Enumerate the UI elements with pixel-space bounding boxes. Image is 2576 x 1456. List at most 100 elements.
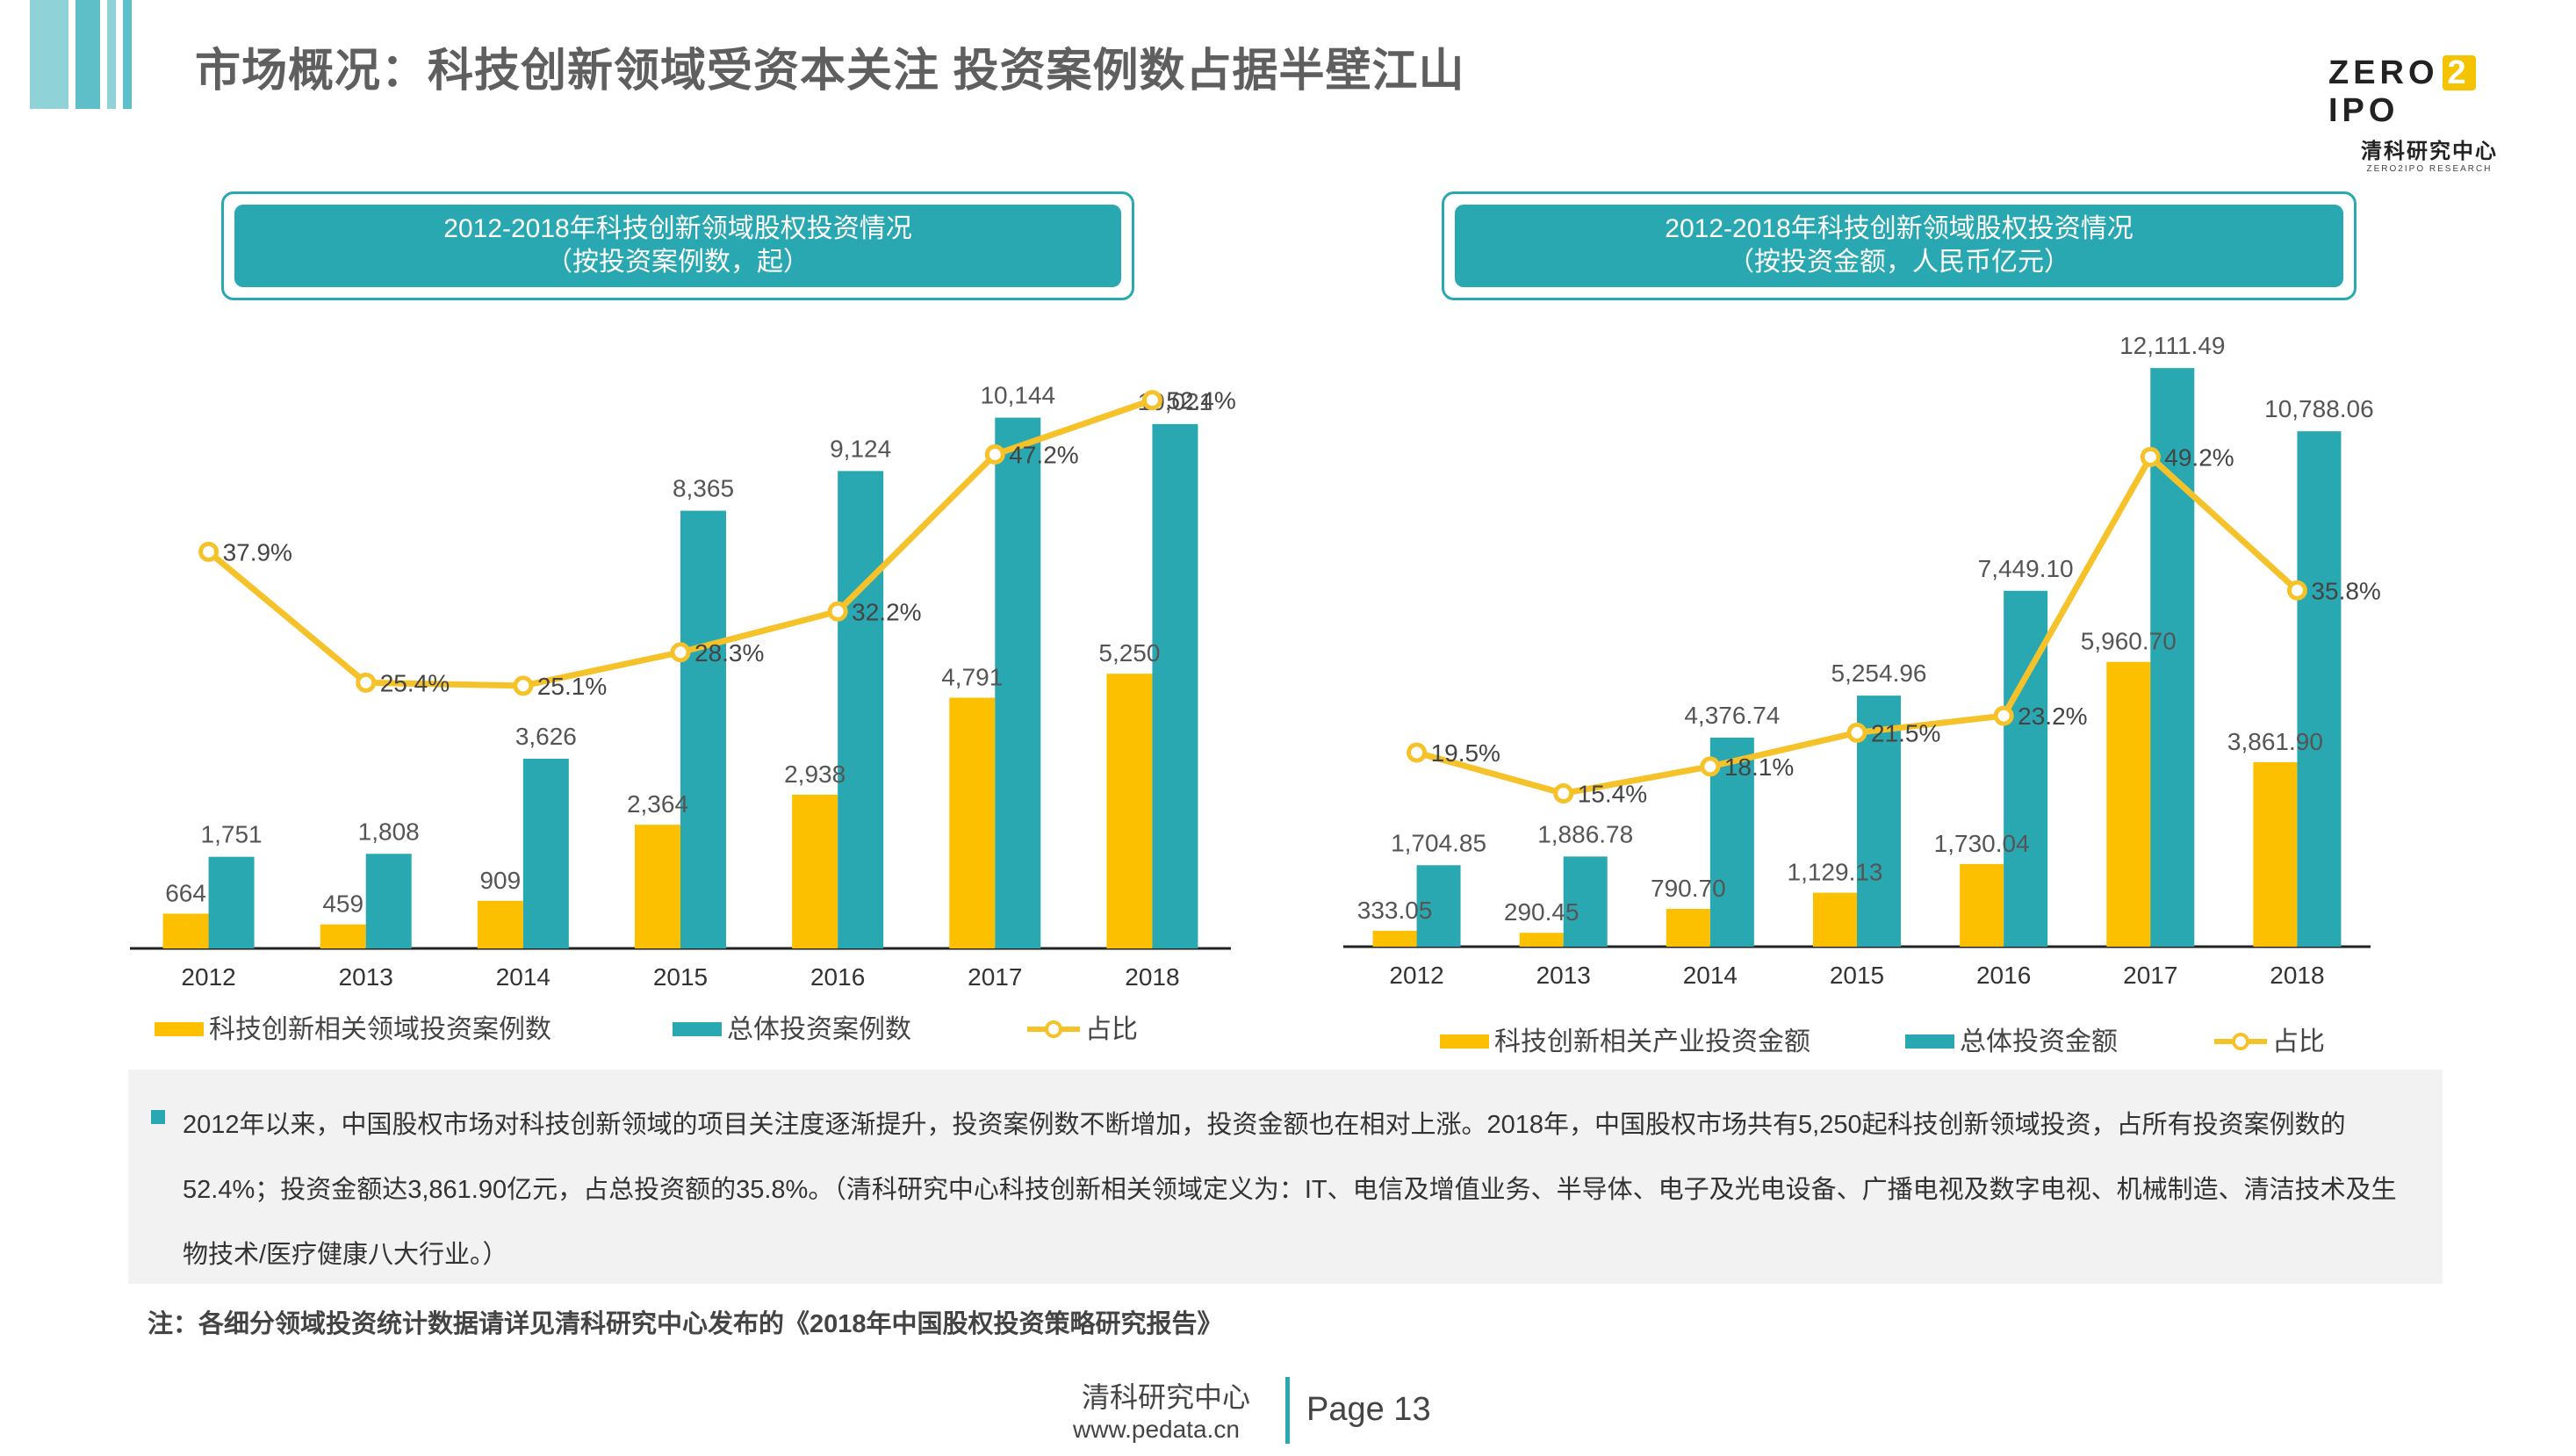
chart1-label-sub-2015: 2,364 [627, 790, 688, 818]
chart2-label-sub-2016: 1,730.04 [1934, 830, 2030, 857]
chart1-bar-sub-2017 [949, 697, 996, 948]
chart2-label-sub-2018: 3,861.90 [2227, 728, 2323, 755]
chart1-bar-total-2016 [838, 471, 884, 948]
chart1-bar-total-2017 [995, 417, 1041, 948]
chart2-tick-2018: 2018 [2270, 962, 2324, 989]
chart2-tick-2016: 2016 [1976, 962, 2031, 989]
chart2-label-total-2013: 1,886.78 [1537, 820, 1633, 847]
summary-note-text: 2012年以来，中国股权市场对科技创新领域的项目关注度逐渐提升，投资案例数不断增… [183, 1111, 2397, 1269]
chart2-label-sub-2017: 5,960.70 [2081, 628, 2177, 655]
chart1-bar-sub-2018 [1106, 674, 1153, 948]
chart1-tick-2017: 2017 [968, 963, 1022, 991]
chart2-legend-swatch-share-dot [2232, 1033, 2249, 1050]
chart1-label-total-2016: 9,124 [830, 435, 891, 462]
chart1-bar-sub-2016 [792, 794, 838, 948]
chart2-bar-sub-2013 [1519, 933, 1564, 947]
chart2-label-total-2016: 7,449.10 [1978, 555, 2074, 582]
chart2-label-total-2015: 5,254.96 [1831, 660, 1927, 687]
chart1-label-sub-2014: 909 [479, 867, 521, 894]
note-bullet-icon [151, 1110, 165, 1124]
page-number: Page 13 [1306, 1391, 1431, 1428]
chart2-bar-sub-2016 [1960, 863, 2004, 947]
chart1-header: 2012-2018年科技创新领域股权投资情况 （按投资案例数，起） [221, 191, 1134, 300]
chart2-share-point-2012 [1407, 742, 1428, 763]
chart1-share-label-2017: 47.2% [1009, 442, 1078, 469]
chart1-bar-total-2013 [365, 854, 412, 948]
chart2-share-point-2014 [1700, 756, 1721, 777]
chart1-bar-sub-2012 [162, 913, 209, 948]
chart1-tick-2012: 2012 [181, 963, 235, 991]
chart2-tick-2015: 2015 [1830, 962, 1884, 989]
chart1-label-total-2014: 3,626 [515, 723, 577, 750]
chart1-label-total-2012: 1,751 [201, 821, 263, 848]
chart1-tick-2013: 2013 [339, 963, 393, 991]
chart2-label-total-2017: 12,111.49 [2119, 332, 2225, 359]
chart2-bar-sub-2014 [1666, 908, 1710, 947]
chart1-bar-sub-2015 [635, 825, 680, 948]
chart1-label-sub-2012: 664 [165, 879, 206, 906]
zero2ipo-logo: ZERO 2IPO 清科研究中心 ZERO2IPO RESEARCH [2328, 54, 2530, 174]
chart2-legend-label-share: 占比 [2272, 1027, 2325, 1056]
chart2-bar-total-2012 [1416, 865, 1461, 947]
chart2-label-sub-2013: 290.45 [1504, 898, 1579, 926]
chart1-share-label-2013: 25.4% [380, 669, 450, 696]
chart1-label-sub-2018: 5,250 [1098, 639, 1160, 667]
chart2-label-total-2018: 10,788.06 [2264, 395, 2374, 422]
chart1-share-point-2012 [198, 541, 219, 562]
chart1-header-line1: 2012-2018年科技创新领域股权投资情况 [443, 214, 912, 243]
footer-org: 清科研究中心 [1082, 1381, 1251, 1413]
chart2-bar-total-2013 [1563, 856, 1608, 947]
chart1-header-line2: （按投资案例数，起） [546, 248, 809, 277]
chart1-bar-total-2012 [208, 856, 255, 948]
logo-chinese-name: 清科研究中心 [2361, 140, 2498, 163]
chart1-legend-label-share: 占比 [1085, 1015, 1138, 1044]
chart1-share-point-2014 [513, 675, 534, 696]
chart2-share-point-2018 [2286, 580, 2307, 601]
chart2-share-label-2012: 19.5% [1431, 739, 1500, 767]
footnote: 注：各细分领域投资统计数据请详见清科研究中心发布的《2018年中国股权投资策略研… [148, 1310, 1223, 1338]
chart1-label-total-2015: 8,365 [673, 475, 734, 502]
chart1-share-label-2014: 25.1% [537, 673, 607, 700]
chart2-bar-sub-2017 [2106, 661, 2151, 947]
chart1-share-point-2015 [670, 642, 691, 663]
footer-url: www.pedata.cn [1073, 1416, 1240, 1443]
chart2-legend-swatch-sub [1440, 1034, 1489, 1049]
chart2-bar-sub-2018 [2253, 761, 2298, 947]
chart1-bar-total-2014 [522, 758, 569, 948]
chart2-legend-label-sub: 科技创新相关产业投资金额 [1494, 1027, 1810, 1056]
chart1-share-label-2016: 32.2% [852, 598, 921, 625]
logo-wordmark: ZERO 2IPO [2328, 54, 2530, 130]
chart1-share-point-2013 [356, 672, 377, 693]
chart1-label-sub-2013: 459 [322, 890, 363, 918]
chart1-tick-2018: 2018 [1125, 963, 1179, 991]
chart2-header: 2012-2018年科技创新领域股权投资情况 （按投资金额，人民币亿元） [1442, 191, 2357, 300]
chart1-label-total-2013: 1,808 [358, 818, 420, 845]
chart2-legend-swatch-total [1905, 1034, 1954, 1049]
chart2-share-label-2015: 21.5% [1871, 719, 1940, 746]
chart2-bar-sub-2015 [1813, 892, 1857, 947]
chart1-legend-label-total: 总体投资案例数 [727, 1015, 911, 1044]
footer-divider [1285, 1377, 1290, 1444]
chart2-tick-2017: 2017 [2123, 962, 2177, 989]
chart1-share-label-2012: 37.9% [223, 538, 292, 566]
chart1-label-sub-2016: 2,938 [784, 760, 845, 788]
chart1-tick-2015: 2015 [653, 963, 708, 991]
chart1-bar-sub-2014 [477, 900, 523, 948]
chart2-bar-total-2018 [2297, 431, 2342, 948]
logo-english-name: ZERO2IPO RESEARCH [2366, 164, 2493, 174]
page-title: 市场概况：科技创新领域受资本关注 投资案例数占据半壁江山 [195, 46, 1465, 97]
chart2-share-label-2016: 23.2% [2018, 703, 2087, 730]
chart2-tick-2014: 2014 [1683, 962, 1738, 989]
chart2-share-point-2013 [1553, 782, 1574, 804]
chart1-share-label-2018: 52.4% [1166, 387, 1235, 414]
chart1-share-point-2017 [984, 444, 1005, 465]
chart1-tick-2016: 2016 [810, 963, 865, 991]
chart1-bar-total-2015 [680, 510, 726, 948]
chart2-share-label-2013: 15.4% [1578, 780, 1647, 807]
chart1-bar-total-2018 [1152, 423, 1198, 948]
chart2-label-total-2014: 4,376.74 [1684, 702, 1780, 729]
chart2-header-line2: （按投资金额，人民币亿元） [1728, 248, 2070, 277]
chart2-share-point-2015 [1846, 722, 1867, 743]
summary-note: 2012年以来，中国股权市场对科技创新领域的项目关注度逐渐提升，投资案例数不断增… [128, 1070, 2443, 1284]
chart1-bar-sub-2013 [320, 924, 366, 948]
